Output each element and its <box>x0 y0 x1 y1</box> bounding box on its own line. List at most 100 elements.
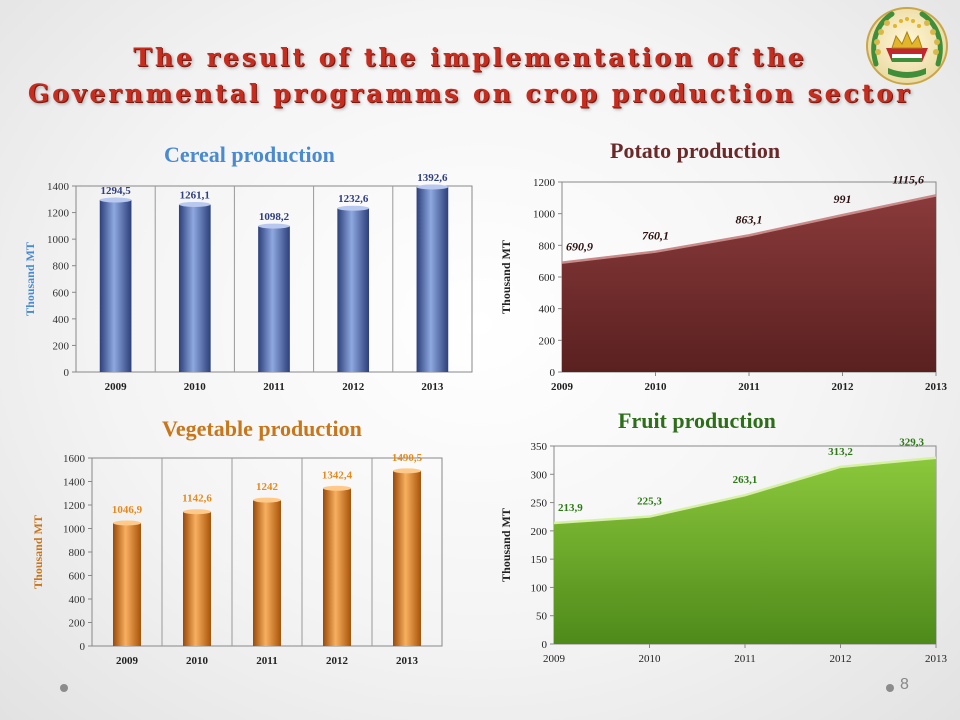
data-label: 1115,6 <box>892 172 924 186</box>
y-tick-label: 600 <box>69 571 86 583</box>
y-tick-label: 600 <box>53 287 70 299</box>
y-axis-label: Thousand MT <box>499 240 513 314</box>
x-tick-label: 2012 <box>830 653 852 665</box>
y-tick-label: 100 <box>531 582 548 594</box>
data-label: 991 <box>834 192 852 206</box>
y-tick-label: 200 <box>539 335 556 347</box>
data-label: 1098,2 <box>259 211 290 223</box>
x-tick-label: 2012 <box>326 655 349 667</box>
slide-title-line-2: Governmental programms on crop productio… <box>27 79 913 108</box>
y-tick-label: 600 <box>539 272 556 284</box>
cereal-production-chart: 0 200 400 600 800 1000 1200 1400 Thousand MT 1294… <box>23 172 473 393</box>
y-tick-label: 400 <box>539 304 556 316</box>
data-label: 1261,1 <box>180 189 210 201</box>
bar-cap <box>99 197 132 203</box>
bar-2010 <box>178 204 211 372</box>
data-label: 690,9 <box>566 240 593 254</box>
y-tick-label: 0 <box>550 367 556 379</box>
x-tick-label: 2011 <box>263 381 284 393</box>
bar-2010 <box>183 511 211 646</box>
y-tick-label: 200 <box>69 618 86 630</box>
y-tick-label: 400 <box>53 314 70 326</box>
data-label: 329,3 <box>899 437 924 449</box>
slide-title-line-1: The result of the implementation of the <box>133 43 807 72</box>
x-tick-label: 2009 <box>116 655 139 667</box>
data-label: 225,3 <box>637 496 662 508</box>
bar-2009 <box>113 522 141 646</box>
bar-cap <box>178 201 211 207</box>
cereal-chart-title: Cereal production <box>164 142 335 167</box>
y-tick-label: 1000 <box>63 524 86 536</box>
y-tick-label: 400 <box>69 594 86 606</box>
data-label: 863,1 <box>736 212 763 226</box>
vegetable-production-chart: 0 200 400 600 800 1000 1200 1400 1600 Thousand MT… <box>31 452 443 667</box>
bar-cap <box>258 223 290 229</box>
state-emblem-icon <box>866 7 948 85</box>
bar-2012 <box>323 488 351 646</box>
footer-dot-left <box>60 684 68 692</box>
x-tick-label: 2012 <box>832 381 855 393</box>
potato-production-chart: 0 200 400 600 800 1000 1200 Thousand MT 690,9 200… <box>499 172 948 393</box>
footer-dot-right <box>886 684 894 692</box>
bar-cap <box>183 509 211 515</box>
data-label: 1046,9 <box>112 504 143 516</box>
fruit-production-chart: 0 50 100 150 200 250 300 350 Thousand MT 213,9 200… <box>499 437 948 665</box>
data-label: 1342,4 <box>322 469 353 481</box>
x-tick-label: 2011 <box>256 655 277 667</box>
y-tick-label: 250 <box>531 498 548 510</box>
y-tick-label: 1200 <box>533 177 556 189</box>
y-axis-label: Thousand MT <box>499 508 513 582</box>
bar-2012 <box>337 208 370 372</box>
bar-cap <box>323 485 351 491</box>
x-tick-label: 2011 <box>734 653 756 665</box>
data-label: 313,2 <box>828 446 853 458</box>
y-tick-label: 1200 <box>47 208 70 220</box>
y-tick-label: 1400 <box>63 477 86 489</box>
vegetable-chart-title: Vegetable production <box>162 416 362 441</box>
bar-cap <box>393 468 421 474</box>
bar-2009 <box>99 200 132 372</box>
x-tick-label: 2010 <box>639 653 662 665</box>
bar-cap <box>253 497 281 503</box>
bar-2013 <box>393 470 421 646</box>
y-tick-label: 1200 <box>63 500 86 512</box>
slide-title: The result of the implementation of the … <box>0 40 940 112</box>
bar-cap <box>416 184 449 190</box>
x-tick-label: 2013 <box>396 655 419 667</box>
bar-2011 <box>258 226 290 372</box>
y-tick-label: 350 <box>531 441 548 453</box>
y-tick-label: 1000 <box>47 234 70 246</box>
data-label: 1294,5 <box>100 185 131 197</box>
y-axis-label: Thousand MT <box>23 242 37 316</box>
data-label: 1232,6 <box>338 193 369 205</box>
data-label: 213,9 <box>558 502 583 514</box>
y-tick-label: 0 <box>80 641 86 653</box>
x-tick-label: 2009 <box>105 381 128 393</box>
x-tick-label: 2013 <box>421 381 444 393</box>
bar-2013 <box>416 186 449 372</box>
area-fill <box>562 195 936 372</box>
x-tick-label: 2009 <box>551 381 574 393</box>
bar-2011 <box>253 500 281 646</box>
data-label: 1490,5 <box>392 452 423 464</box>
x-tick-label: 2010 <box>645 381 668 393</box>
x-tick-label: 2010 <box>184 381 207 393</box>
area-top-edge <box>553 456 937 525</box>
data-label: 760,1 <box>642 229 669 243</box>
area-top-edge <box>561 194 937 264</box>
y-tick-label: 200 <box>531 526 548 538</box>
y-tick-label: 50 <box>536 611 548 623</box>
y-tick-label: 1000 <box>533 209 556 221</box>
y-tick-label: 150 <box>531 554 548 566</box>
y-tick-label: 200 <box>53 340 70 352</box>
y-tick-label: 0 <box>64 367 70 379</box>
fruit-chart-title: Fruit production <box>618 408 776 433</box>
data-label: 1392,6 <box>417 172 448 184</box>
y-tick-label: 1600 <box>63 453 86 465</box>
data-label: 1142,6 <box>182 493 212 505</box>
x-tick-label: 2013 <box>925 653 948 665</box>
y-tick-label: 800 <box>69 547 86 559</box>
x-tick-label: 2009 <box>543 653 566 665</box>
y-tick-label: 300 <box>531 469 548 481</box>
x-tick-label: 2011 <box>738 381 759 393</box>
